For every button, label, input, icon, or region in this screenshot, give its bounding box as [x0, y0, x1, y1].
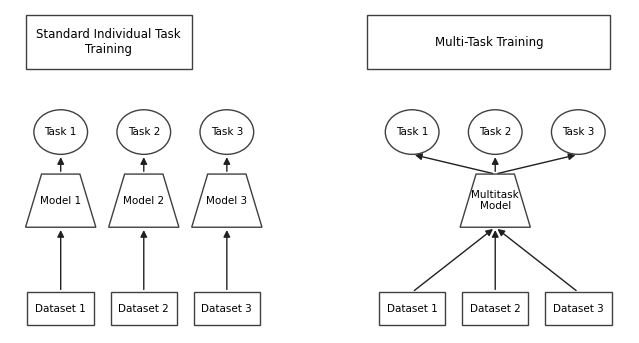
Text: Task 1: Task 1 — [396, 127, 428, 137]
Bar — [26, 15, 192, 69]
Text: Dataset 3: Dataset 3 — [201, 304, 252, 314]
Bar — [367, 15, 610, 69]
Polygon shape — [109, 174, 179, 227]
Text: Dataset 1: Dataset 1 — [387, 304, 438, 314]
Ellipse shape — [200, 110, 254, 154]
Bar — [545, 292, 612, 325]
Bar — [27, 292, 94, 325]
Text: Dataset 1: Dataset 1 — [35, 304, 86, 314]
Text: Task 2: Task 2 — [128, 127, 160, 137]
Text: Model 3: Model 3 — [206, 196, 247, 206]
Text: Task 1: Task 1 — [45, 127, 77, 137]
Ellipse shape — [385, 110, 439, 154]
Ellipse shape — [117, 110, 171, 154]
Polygon shape — [192, 174, 262, 227]
Text: Task 3: Task 3 — [562, 127, 594, 137]
Bar — [194, 292, 260, 325]
Text: Dataset 2: Dataset 2 — [470, 304, 521, 314]
Text: Standard Individual Task
Training: Standard Individual Task Training — [36, 28, 181, 56]
Text: Model 1: Model 1 — [40, 196, 81, 206]
Bar — [462, 292, 528, 325]
Text: Dataset 2: Dataset 2 — [118, 304, 169, 314]
Ellipse shape — [468, 110, 522, 154]
Ellipse shape — [34, 110, 88, 154]
Text: Dataset 3: Dataset 3 — [553, 304, 604, 314]
Polygon shape — [26, 174, 96, 227]
Text: Multitask
Model: Multitask Model — [472, 190, 519, 211]
Bar — [379, 292, 445, 325]
Text: Task 2: Task 2 — [479, 127, 511, 137]
Text: Model 2: Model 2 — [123, 196, 164, 206]
Polygon shape — [460, 174, 530, 227]
Text: Multi-Task Training: Multi-Task Training — [435, 36, 543, 48]
Text: Task 3: Task 3 — [211, 127, 243, 137]
Bar — [111, 292, 177, 325]
Ellipse shape — [551, 110, 605, 154]
